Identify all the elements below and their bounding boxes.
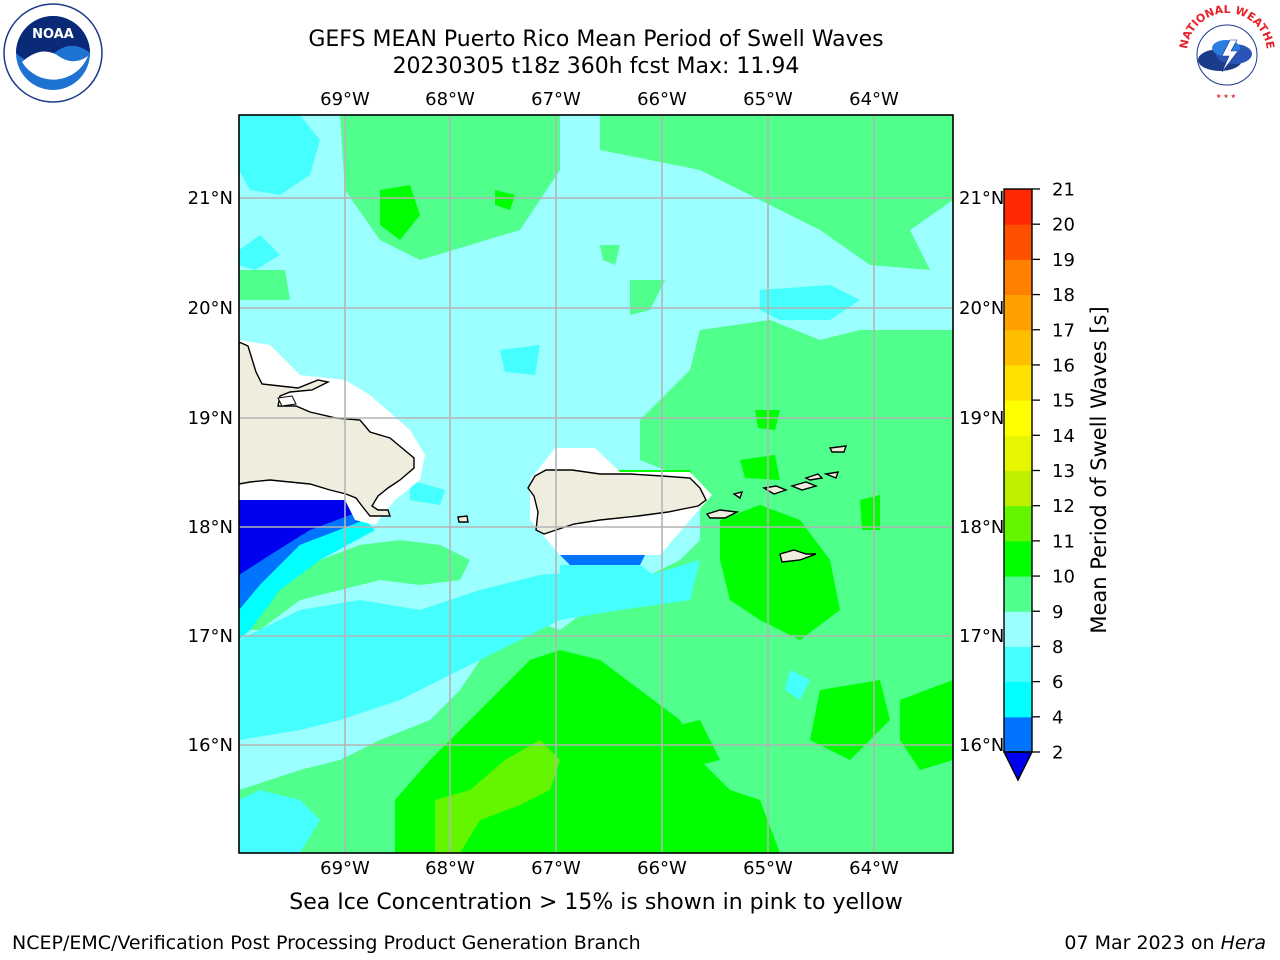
noaa-logo-icon: NOAA bbox=[3, 3, 103, 103]
lat-label: 17°N bbox=[959, 626, 1004, 647]
colorbar-tick-label: 6 bbox=[1052, 672, 1063, 693]
lon-label: 65°W bbox=[743, 89, 793, 110]
lon-label: 64°W bbox=[849, 858, 899, 879]
st-croix-island bbox=[779, 549, 817, 563]
field-8-9-pr bbox=[560, 565, 660, 600]
colorbar-cell bbox=[1004, 505, 1032, 542]
lat-labels-left: 21°N 20°N 19°N 18°N 17°N 16°N bbox=[188, 188, 233, 756]
lon-label: 66°W bbox=[637, 858, 687, 879]
colorbar-label: Mean Period of Swell Waves [s] bbox=[1087, 306, 1111, 633]
graticule bbox=[239, 115, 953, 853]
field-12-13 bbox=[435, 740, 560, 853]
colorbar-tick-label: 17 bbox=[1052, 320, 1075, 341]
hispaniola-land bbox=[239, 341, 415, 517]
colorbar-cell bbox=[1004, 259, 1032, 296]
footer-credit: NCEP/EMC/Verification Post Processing Pr… bbox=[12, 932, 641, 954]
anegada-island bbox=[828, 445, 848, 453]
colorbar-cell bbox=[1004, 716, 1032, 753]
sea-ice-note: Sea Ice Concentration > 15% is shown in … bbox=[289, 890, 903, 915]
lon-label: 67°W bbox=[531, 89, 581, 110]
colorbar-tick-label: 19 bbox=[1052, 250, 1075, 271]
colorbar-tick-label: 4 bbox=[1052, 707, 1063, 728]
colorbar-cell bbox=[1004, 540, 1032, 577]
lat-label: 20°N bbox=[959, 298, 1004, 319]
colorbar-tick-label: 14 bbox=[1052, 426, 1075, 447]
colorbar-tick-label: 20 bbox=[1052, 215, 1075, 236]
lon-label: 68°W bbox=[425, 89, 475, 110]
colorbar-cell bbox=[1004, 224, 1032, 260]
colorbar-tick-label: 10 bbox=[1052, 567, 1075, 588]
st-thomas-island bbox=[762, 485, 789, 495]
colorbar-cell bbox=[1004, 189, 1032, 225]
chart-title: GEFS MEAN Puerto Rico Mean Period of Swe… bbox=[308, 27, 884, 52]
lat-label: 20°N bbox=[188, 298, 233, 319]
field-6-8 bbox=[239, 520, 375, 640]
lat-label: 21°N bbox=[188, 188, 233, 209]
culebra-island bbox=[732, 491, 744, 500]
lon-label: 65°W bbox=[743, 858, 793, 879]
lon-label: 69°W bbox=[320, 89, 370, 110]
colorbar-extend-arrow bbox=[1002, 751, 1034, 782]
footer-date-text: 07 Mar 2023 on bbox=[1064, 932, 1221, 954]
nws-logo-icon: NATIONAL WEATHER SERVICE ★ ★ ★ bbox=[1176, 2, 1277, 102]
lon-label: 69°W bbox=[320, 858, 370, 879]
colorbar-tick-label: 11 bbox=[1052, 531, 1075, 552]
colorbar-cell bbox=[1004, 611, 1032, 647]
colorbar-tick-label: 15 bbox=[1052, 391, 1075, 412]
colorbar-cell bbox=[1004, 646, 1032, 683]
mona-island bbox=[457, 515, 469, 523]
colorbar-cell bbox=[1004, 400, 1032, 436]
tortue-island bbox=[277, 395, 297, 407]
noaa-logo-text: NOAA bbox=[32, 27, 74, 42]
lon-labels-top: 69°W 68°W 67°W 66°W 65°W 64°W bbox=[320, 89, 899, 110]
chart-subtitle-forecast: 20230305 t18z 360h fcst Max: 11.94 bbox=[392, 54, 800, 79]
lon-label: 66°W bbox=[637, 89, 687, 110]
footer-date: 07 Mar 2023 on Hera bbox=[1064, 932, 1266, 954]
lat-label: 16°N bbox=[959, 735, 1004, 756]
footer-host: Hera bbox=[1220, 932, 1266, 954]
lat-label: 21°N bbox=[959, 188, 1004, 209]
lat-label: 17°N bbox=[188, 626, 233, 647]
colorbar-tick-label: 16 bbox=[1052, 355, 1075, 376]
colorbar-cell bbox=[1004, 294, 1032, 331]
colorbar-tick-label: 21 bbox=[1052, 180, 1075, 201]
lat-labels-right: 21°N 20°N 19°N 18°N 17°N 16°N bbox=[959, 188, 1004, 756]
colorbar-cell bbox=[1004, 364, 1032, 401]
lon-labels-bottom: 69°W 68°W 67°W 66°W 65°W 64°W bbox=[320, 858, 899, 879]
colorbar-tick-label: 2 bbox=[1052, 743, 1063, 764]
lat-label: 18°N bbox=[959, 517, 1004, 538]
lat-label: 19°N bbox=[188, 408, 233, 429]
tortola-island bbox=[804, 473, 824, 481]
field-8-9 bbox=[239, 115, 860, 853]
st-john-island bbox=[789, 481, 819, 491]
colorbar-cell bbox=[1004, 329, 1032, 366]
lon-label: 67°W bbox=[531, 858, 581, 879]
lat-label: 16°N bbox=[188, 735, 233, 756]
field-4-6-pr bbox=[560, 555, 645, 565]
colorbar-cell bbox=[1004, 470, 1032, 507]
field-2-4 bbox=[239, 500, 358, 575]
colorbar-tick-label: 18 bbox=[1052, 285, 1075, 306]
map-frame bbox=[238, 114, 954, 854]
vieques-island bbox=[705, 509, 740, 519]
colorbar-cell bbox=[1004, 435, 1032, 471]
svg-text:★ ★ ★: ★ ★ ★ bbox=[1216, 93, 1236, 100]
lat-label: 19°N bbox=[959, 408, 1004, 429]
virgin-gorda-island bbox=[823, 471, 840, 479]
colorbar-tick-label: 9 bbox=[1052, 602, 1063, 623]
colorbar-cell bbox=[1004, 681, 1032, 718]
lat-label: 18°N bbox=[188, 517, 233, 538]
colorbar-tick-label: 8 bbox=[1052, 637, 1063, 658]
lon-label: 68°W bbox=[425, 858, 475, 879]
colorbar-cell bbox=[1004, 576, 1032, 612]
colorbar: 2 4 6 8 9 10 11 12 13 14 15 16 17 18 19 20 21 Mean Perio… bbox=[1002, 180, 1111, 782]
lon-label: 64°W bbox=[849, 89, 899, 110]
colorbar-tick-label: 13 bbox=[1052, 461, 1075, 482]
colorbar-tick-label: 12 bbox=[1052, 496, 1075, 517]
